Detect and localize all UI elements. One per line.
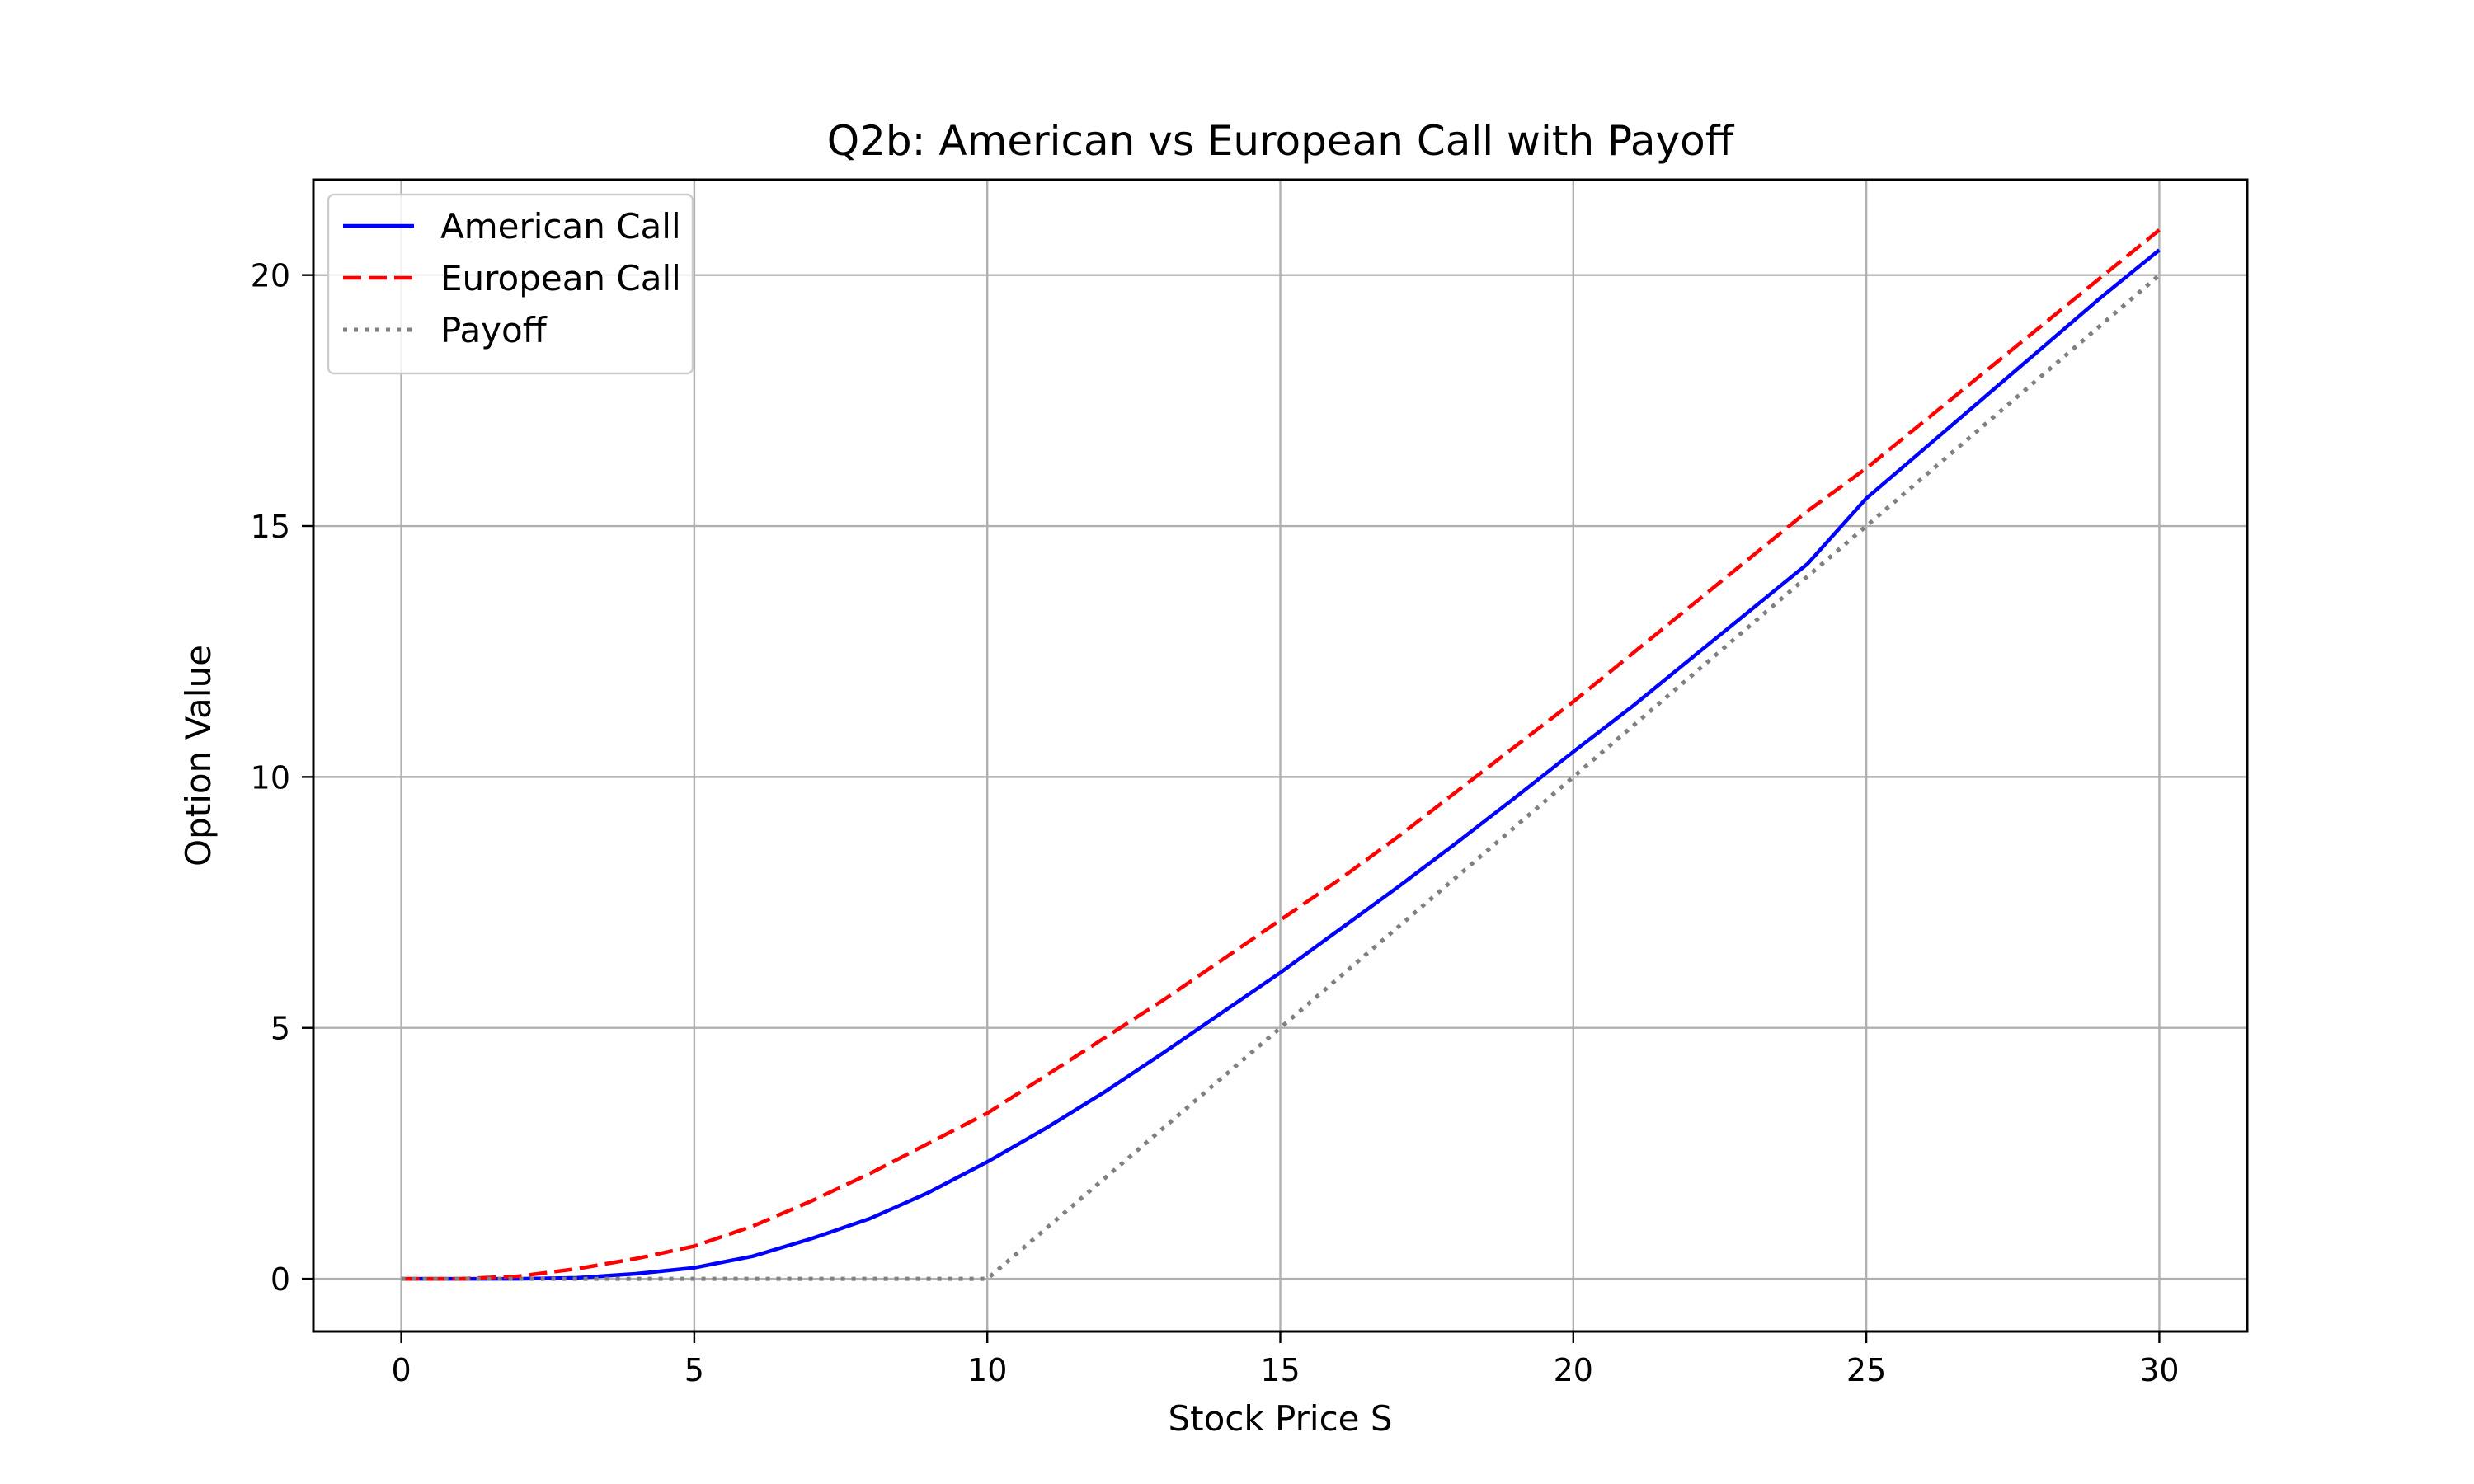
series-line-european-call: [401, 228, 2161, 1281]
x-tick-label: 25: [1846, 1352, 1886, 1388]
series-line-payoff: [401, 273, 2161, 1281]
y-axis-label: Option Value: [178, 645, 219, 866]
y-tick-label: 15: [251, 509, 290, 545]
legend-entry-label: European Call: [440, 258, 681, 298]
y-tick-label: 5: [270, 1011, 290, 1047]
legend-box: [327, 193, 694, 375]
grid: [313, 180, 2247, 1331]
x-axis-label: Stock Price S: [1168, 1398, 1392, 1439]
legend-entry-label: American Call: [440, 206, 681, 247]
y-tick-label: 10: [251, 759, 290, 796]
x-tick-label: 20: [1554, 1352, 1593, 1388]
x-tick-label: 5: [684, 1352, 704, 1388]
series-line-american-call: [401, 248, 2161, 1281]
x-tick-label: 15: [1260, 1352, 1300, 1388]
legend: American Call European Call Payoff: [327, 193, 694, 375]
x-tick-label: 30: [2139, 1352, 2179, 1388]
y-tick-label: 0: [270, 1261, 290, 1298]
axis-ticks: 0 5 10 15 20 25 30 0 5 10 15 20: [251, 258, 2180, 1388]
x-tick-label: 10: [967, 1352, 1007, 1388]
x-tick-label: 0: [391, 1352, 411, 1388]
chart-title: Q2b: American vs European Call with Payo…: [827, 117, 1735, 165]
series-group: [401, 228, 2161, 1281]
legend-entry-label: Payoff: [440, 310, 548, 350]
y-tick-label: 20: [251, 258, 290, 294]
